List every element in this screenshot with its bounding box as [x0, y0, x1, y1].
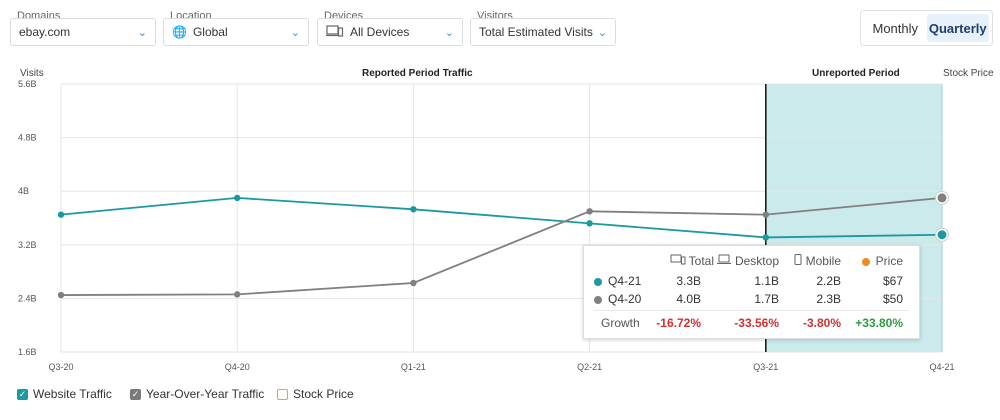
y-tick-label: 3.2B: [18, 240, 37, 250]
row-label-text: Q4-20: [608, 292, 642, 306]
data-point: [937, 230, 947, 240]
data-point: [57, 211, 65, 218]
price-value: $50: [882, 292, 903, 306]
total-header: Total: [654, 254, 714, 268]
data-point: [937, 193, 947, 203]
growth-desktop: -33.56%: [734, 316, 779, 330]
tooltip-divider: [594, 310, 909, 311]
series-dot-icon: [594, 277, 602, 286]
mobile-value: 2.3B: [816, 292, 841, 306]
y-tick-label: 4.8B: [18, 133, 37, 143]
chevron-down-icon: ⌄: [597, 26, 607, 39]
globe-icon: 🌐: [172, 25, 187, 39]
devices-filter[interactable]: Devices All Devices ⌄: [317, 10, 463, 46]
devices-icon: [326, 24, 344, 40]
chevron-down-icon: ⌄: [444, 26, 454, 39]
series-dot-icon: [594, 295, 602, 304]
growth-mobile: -3.80%: [802, 316, 841, 330]
desktop-value: 1.7B: [754, 292, 779, 306]
total-value: 3.3B: [676, 274, 701, 288]
growth-price: +33.80%: [855, 316, 903, 330]
desktop-header-label: Desktop: [734, 254, 779, 268]
y-tick-label: 4B: [18, 186, 29, 196]
x-tick-label: Q4-21: [929, 362, 954, 372]
checkbox-icon: ✓: [17, 388, 28, 400]
growth-label: Growth: [601, 316, 640, 330]
legend-label: Year-Over-Year Traffic: [146, 387, 265, 401]
data-point: [234, 194, 241, 202]
visitors-value: Total Estimated Visits: [479, 25, 593, 39]
monthly-button[interactable]: Monthly: [872, 20, 919, 36]
legend-label: Stock Price: [293, 387, 354, 401]
desktop-value: 1.1B: [754, 274, 779, 288]
location-value: Global: [192, 25, 228, 39]
growth-total: -16.72%: [656, 316, 701, 330]
period-toggle: Monthly Quarterly: [860, 10, 993, 46]
mobile-header: Mobile: [779, 254, 841, 268]
visitors-dropdown[interactable]: Total Estimated Visits ⌄: [470, 18, 616, 46]
price-header: Price: [841, 254, 903, 268]
series-line-0: [60, 196, 943, 239]
price-header-label: Price: [875, 254, 903, 268]
all-devices-icon: [670, 254, 686, 265]
x-tick-label: Q3-21: [753, 362, 778, 372]
data-tooltip: Total Desktop Mobile Price Q4-21 3.3B 1.…: [583, 245, 920, 339]
tooltip-row-growth: Growth -16.72% -33.56% -3.80% +33.80%: [584, 316, 919, 336]
row-label: Q4-21: [594, 274, 641, 288]
series-line-1: [60, 197, 943, 296]
checkbox-icon: ✓: [130, 388, 141, 400]
tooltip-row-previous: Q4-20 4.0B 1.7B 2.3B $50: [584, 292, 919, 312]
legend-label: Website Traffic: [33, 387, 112, 401]
unreported-period-label: Unreported Period: [812, 68, 900, 79]
checkbox-icon: [277, 388, 288, 400]
chevron-down-icon: ⌄: [290, 26, 300, 39]
mobile-icon: [794, 254, 802, 265]
row-label-text: Q4-21: [608, 274, 642, 288]
mobile-value: 2.2B: [816, 274, 841, 288]
legend-stock-price[interactable]: Stock Price: [277, 387, 354, 401]
data-point: [586, 208, 593, 215]
data-point: [586, 220, 593, 227]
x-tick-label: Q2-21: [577, 362, 602, 372]
series-group: [57, 190, 949, 299]
data-point: [57, 291, 65, 299]
tooltip-row-current: Q4-21 3.3B 1.1B 2.2B $67: [584, 274, 919, 294]
y-tick-label: 1.6B: [18, 347, 37, 357]
data-point: [410, 279, 417, 287]
price-dot-icon: [861, 257, 870, 266]
total-value: 4.0B: [676, 292, 701, 306]
x-tick-label: Q4-20: [225, 362, 250, 372]
reported-period-label: Reported Period Traffic: [362, 68, 473, 79]
y-tick-label: 2.4B: [18, 293, 37, 303]
devices-dropdown[interactable]: All Devices ⌄: [317, 18, 463, 46]
visitors-filter[interactable]: Visitors Total Estimated Visits ⌄: [470, 10, 616, 46]
domains-value: ebay.com: [19, 25, 71, 39]
data-point: [762, 234, 769, 241]
y-axis-title: Visits: [20, 68, 44, 79]
stock-price-axis-title: Stock Price: [943, 68, 994, 79]
price-value: $67: [882, 274, 903, 288]
domains-dropdown[interactable]: ebay.com ⌄: [10, 18, 156, 46]
x-tick-label: Q3-20: [48, 362, 73, 372]
domains-filter[interactable]: Domains ebay.com ⌄: [10, 10, 156, 46]
data-point: [762, 211, 769, 218]
chevron-down-icon: ⌄: [137, 26, 147, 39]
data-point: [234, 291, 241, 298]
devices-value: All Devices: [350, 25, 410, 39]
laptop-icon: [716, 254, 731, 264]
location-dropdown[interactable]: 🌐 Global ⌄: [163, 18, 309, 46]
x-tick-label: Q1-21: [401, 362, 426, 372]
location-filter[interactable]: Location 🌐 Global ⌄: [163, 10, 309, 46]
x-tick-labels: Q3-20 Q4-20 Q1-21 Q2-21 Q3-21 Q4-21: [48, 362, 954, 372]
row-label: Q4-20: [594, 292, 641, 306]
data-point: [410, 206, 417, 213]
legend-website-traffic[interactable]: ✓ Website Traffic: [17, 387, 112, 401]
mobile-header-label: Mobile: [805, 254, 841, 268]
quarterly-button[interactable]: Quarterly: [926, 14, 989, 42]
y-tick-labels: 5.6B 4.8B 4B 3.2B 2.4B 1.6B: [18, 79, 37, 357]
desktop-header: Desktop: [704, 254, 779, 268]
total-header-label: Total: [688, 254, 714, 268]
y-tick-label: 5.6B: [18, 79, 37, 89]
legend-yoy-traffic[interactable]: ✓ Year-Over-Year Traffic: [130, 387, 264, 401]
